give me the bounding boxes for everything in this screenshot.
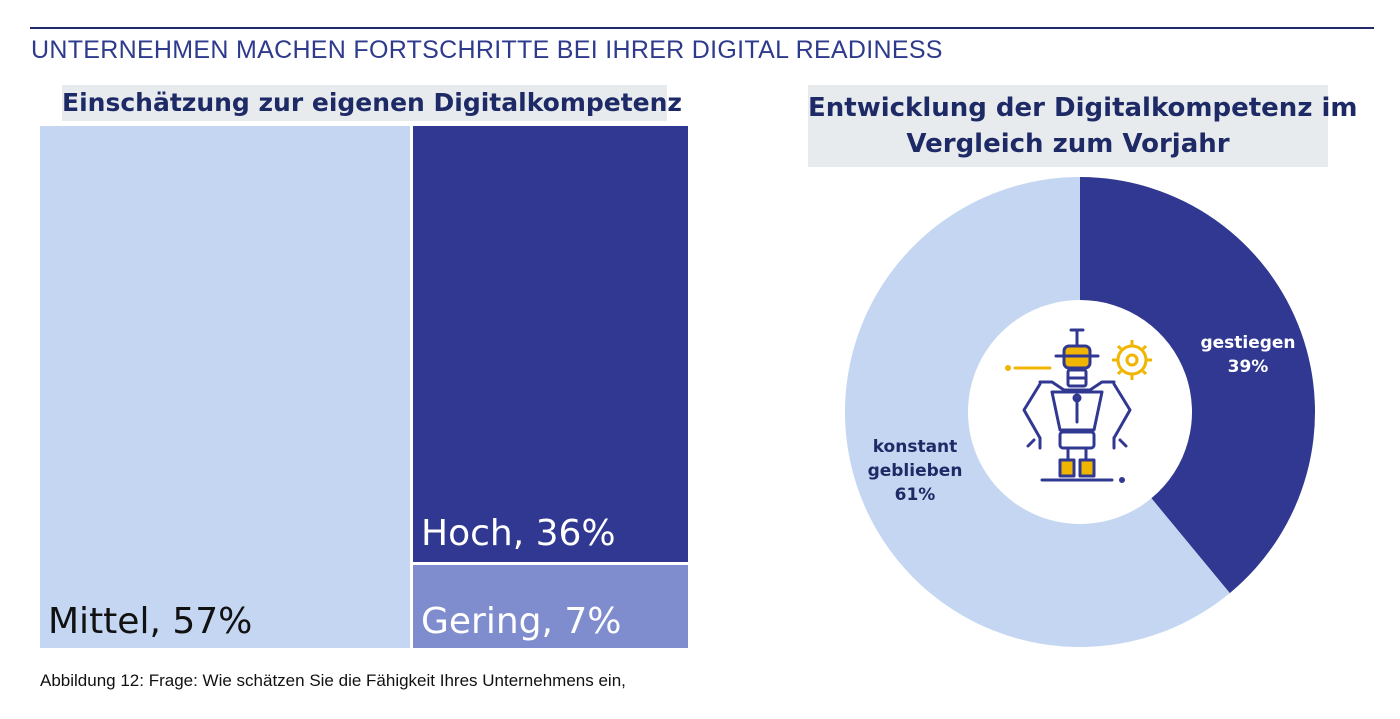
- tile-label-mittel: Mittel, 57%: [48, 601, 253, 642]
- donut-label-gestiegen: gestiegen 39%: [1200, 331, 1296, 379]
- tile-label-gering: Gering, 7%: [421, 601, 622, 642]
- tile-mittel: Mittel, 57%: [40, 126, 410, 648]
- donut-slice-gestiegen: [1080, 177, 1316, 594]
- donut-label-konstant-name-1: konstant: [872, 437, 958, 457]
- donut-label-konstant: konstant geblieben 61%: [862, 435, 968, 507]
- donut-label-konstant-name-2: geblieben: [867, 461, 963, 481]
- top-rule: [30, 27, 1374, 29]
- donut-label-gestiegen-name: gestiegen: [1200, 333, 1296, 353]
- figure-caption: Abbildung 12: Frage: Wie schätzen Sie di…: [40, 671, 626, 690]
- page-title: UNTERNEHMEN MACHEN FORTSCHRITTE BEI IHRE…: [31, 36, 943, 64]
- donut-slice-konstant: [845, 177, 1230, 647]
- robot-icon: [1005, 328, 1132, 483]
- tile-label-hoch: Hoch, 36%: [421, 513, 616, 554]
- donut-label-gestiegen-value: 39%: [1227, 357, 1269, 377]
- gear-icon: [1112, 340, 1152, 380]
- tile-hoch: Hoch, 36%: [413, 126, 688, 562]
- donut-title-line-1: Entwicklung der Digitalkompetenz im: [808, 93, 1358, 123]
- donut-title: Entwicklung der Digitalkompetenz im Verg…: [808, 85, 1358, 167]
- tile-gering: Gering, 7%: [413, 565, 688, 648]
- donut-title-line-2: Vergleich zum Vorjahr: [906, 129, 1230, 159]
- donut-label-konstant-value: 61%: [894, 485, 936, 505]
- treemap-title: Einschätzung zur eigenen Digitalkompeten…: [62, 85, 682, 121]
